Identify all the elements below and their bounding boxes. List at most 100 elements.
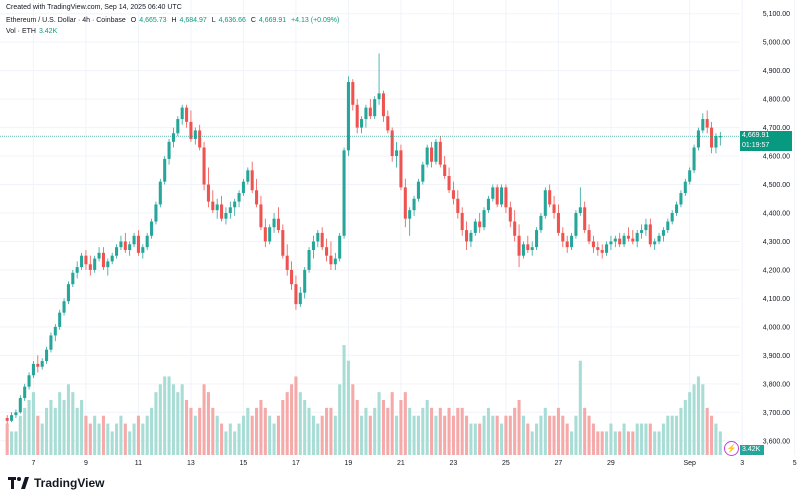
candle-body	[220, 204, 224, 219]
candle-body	[640, 230, 644, 233]
volume-value: 3.42K	[38, 28, 58, 35]
candle-body	[88, 264, 92, 270]
candle-body	[5, 417, 9, 421]
countdown-value: 01:19:57	[742, 142, 770, 150]
candle-body	[626, 235, 630, 239]
candle-body	[198, 130, 202, 148]
volume-bar	[355, 400, 359, 455]
candle-body	[145, 235, 149, 248]
volume-bar	[31, 392, 35, 455]
time-tick-label: 17	[292, 460, 300, 467]
volume-bar	[123, 423, 127, 455]
volume-bar	[521, 415, 525, 455]
candle-body	[395, 150, 399, 157]
lightning-icon[interactable]: ⚡	[724, 441, 739, 456]
price-axis[interactable]: 5,100.00 5,000.00 4,900.00 4,800.00 4,700.00…	[763, 11, 790, 445]
volume-bar	[224, 431, 228, 455]
volume-bar	[193, 415, 197, 455]
candle-body	[71, 272, 75, 285]
volume-bar	[675, 415, 679, 455]
candle-body	[316, 232, 320, 242]
volume-bar	[93, 415, 97, 455]
volume-bar	[565, 423, 569, 455]
volume-bar	[158, 384, 162, 455]
candle-body	[360, 119, 364, 128]
candle-body	[465, 230, 469, 242]
symbol-name: Ethereum / U.S. Dollar · 4h · Coinbase	[6, 17, 126, 24]
volume-bars	[5, 345, 722, 455]
candle-body	[631, 238, 635, 242]
candle-body	[224, 212, 228, 219]
candle-body	[176, 119, 180, 134]
volume-bar	[14, 431, 18, 455]
price-tick-label: 3,800.00	[763, 381, 790, 388]
volume-label: Vol · ETH	[6, 28, 36, 35]
close-value: 4,669.91	[258, 17, 287, 24]
candle-body	[259, 204, 263, 228]
candle-body	[613, 238, 617, 242]
volume-bar	[351, 384, 355, 455]
time-tick-label: 29	[607, 460, 615, 467]
candle-body	[97, 252, 101, 259]
candle-body	[281, 230, 285, 256]
volume-bar	[390, 392, 394, 455]
volume-bar	[421, 407, 425, 455]
candle-body	[666, 221, 670, 231]
candle-body	[115, 247, 119, 256]
candle-body	[23, 386, 27, 399]
volume-bar	[75, 407, 79, 455]
candle-body	[180, 107, 184, 120]
candle-body	[228, 207, 232, 213]
volume-bar	[176, 392, 180, 455]
volume-bar	[110, 431, 114, 455]
candle-body	[193, 130, 197, 139]
candle-body	[574, 212, 578, 236]
candle-body	[622, 235, 626, 245]
volume-bar	[119, 415, 123, 455]
candle-body	[303, 269, 307, 293]
volume-bar	[596, 431, 600, 455]
candle-body	[430, 147, 434, 162]
candle-body	[342, 150, 346, 236]
candle-body	[132, 235, 136, 245]
candle-body	[526, 244, 530, 251]
volume-bar	[688, 392, 692, 455]
volume-bar	[136, 415, 140, 455]
candle-body	[49, 335, 53, 350]
volume-bar	[316, 423, 320, 455]
candle-body	[596, 247, 600, 251]
volume-bar	[97, 423, 101, 455]
volume-bar	[430, 407, 434, 455]
candle-body	[451, 190, 455, 199]
candle-body	[670, 212, 674, 222]
candle-body	[714, 136, 718, 148]
candle-body	[469, 232, 473, 242]
candle-body	[62, 301, 66, 313]
open-label: O	[130, 17, 137, 24]
volume-bar	[701, 384, 705, 455]
volume-bar	[395, 415, 399, 455]
candle-body	[14, 412, 18, 416]
volume-bar	[640, 423, 644, 455]
candle-body	[93, 258, 97, 270]
candle-body	[535, 230, 539, 248]
ohlc-legend: Ethereum / U.S. Dollar · 4h · Coinbase O…	[6, 17, 342, 24]
candle-body	[294, 284, 298, 305]
volume-bar	[679, 407, 683, 455]
footer-brand[interactable]: TradingView	[8, 476, 104, 490]
volume-bar	[661, 423, 665, 455]
price-tick-label: 4,800.00	[763, 97, 790, 104]
volume-bar	[622, 423, 626, 455]
price-tick-label: 4,300.00	[763, 239, 790, 246]
candle-body	[648, 224, 652, 245]
volume-bar	[255, 407, 259, 455]
candle-body	[154, 204, 158, 222]
volume-bar	[465, 415, 469, 455]
time-axis[interactable]: 7911131517192123252729Sep3579111315	[31, 460, 800, 467]
low-value: 4,636.66	[218, 17, 246, 24]
volume-bar	[631, 431, 635, 455]
volume-bar	[447, 407, 451, 455]
candle-body	[185, 107, 189, 122]
created-caption: Created with TradingView.com, Sep 14, 20…	[6, 4, 182, 11]
